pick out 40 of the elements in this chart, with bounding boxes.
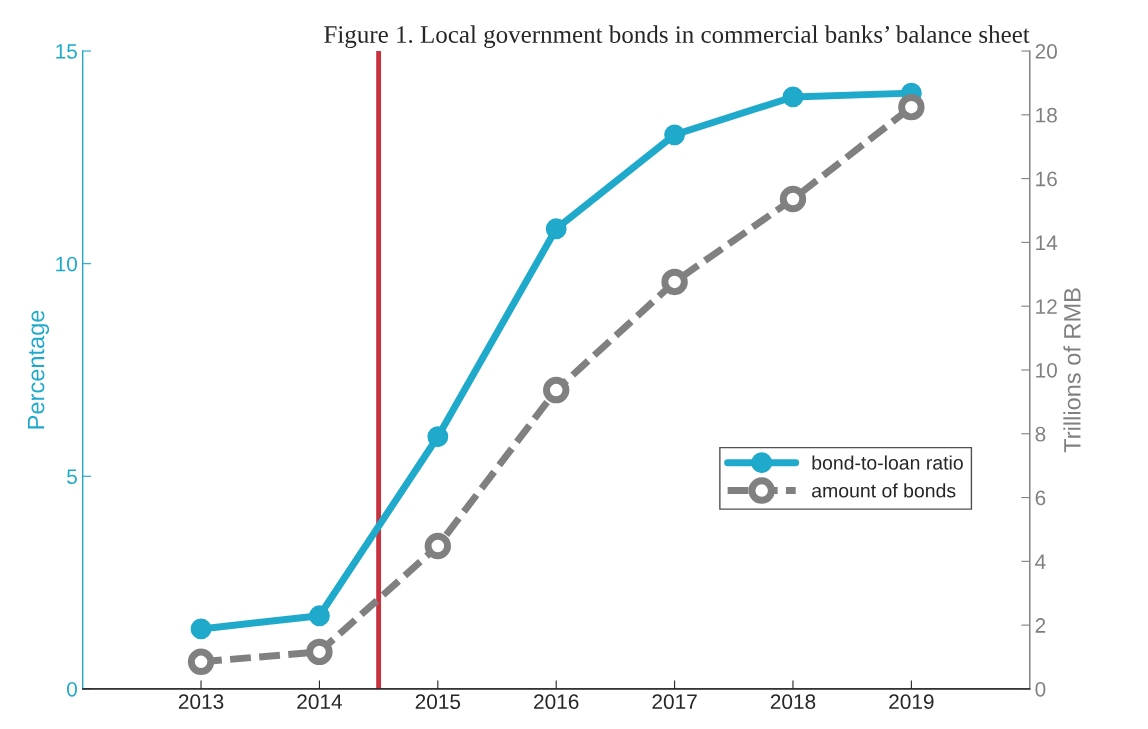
y2-tick-label: 0 [1035,681,1046,697]
point [661,268,688,296]
point [543,376,570,404]
y2-tick-label: 12 [1036,299,1057,314]
y-tick-label: 0 [67,681,77,697]
chart-title: Figure 1. Local government bonds in commercial banks’ balance sheet [324,25,1030,49]
x-tick-label: 2018 [770,694,816,710]
point [664,124,686,146]
legend-label: amount of bonds [812,483,956,498]
point [424,532,452,560]
y2-tick-label: 18 [1036,107,1057,123]
point [309,605,330,627]
point [427,426,449,448]
y-tick-label: 10 [56,256,77,272]
point [898,93,925,121]
point [190,618,212,640]
y-tick-label: 5 [67,469,77,485]
point [306,638,333,666]
point [187,648,215,675]
point [779,185,807,213]
y2-tick-label: 14 [1036,235,1058,250]
y2-tick-label: 10 [1036,362,1057,378]
y2-tick-label: 8 [1035,426,1046,442]
point [545,218,567,240]
x-tick-label: 2016 [534,694,579,710]
y2-tick-label: 16 [1036,171,1057,187]
y-tick-label: 15 [56,44,77,59]
y-axis-title: Percentage [27,310,50,429]
point [782,86,804,108]
x-tick-label: 2017 [652,694,697,710]
y2-axis-title: Trillions of RMB [1063,288,1081,453]
x-tick-label: 2013 [178,694,224,710]
y2-tick-label: 2 [1035,618,1046,633]
y2-tick-label: 6 [1035,490,1046,506]
y2-tick-label: 4 [1035,554,1046,569]
y2-tick-label: 20 [1035,44,1057,59]
legend-label: bond-to-loan ratio [812,455,963,470]
x-tick-label: 2019 [889,694,934,710]
x-tick-label: 2015 [415,694,461,710]
x-tick-label: 2014 [297,694,342,710]
